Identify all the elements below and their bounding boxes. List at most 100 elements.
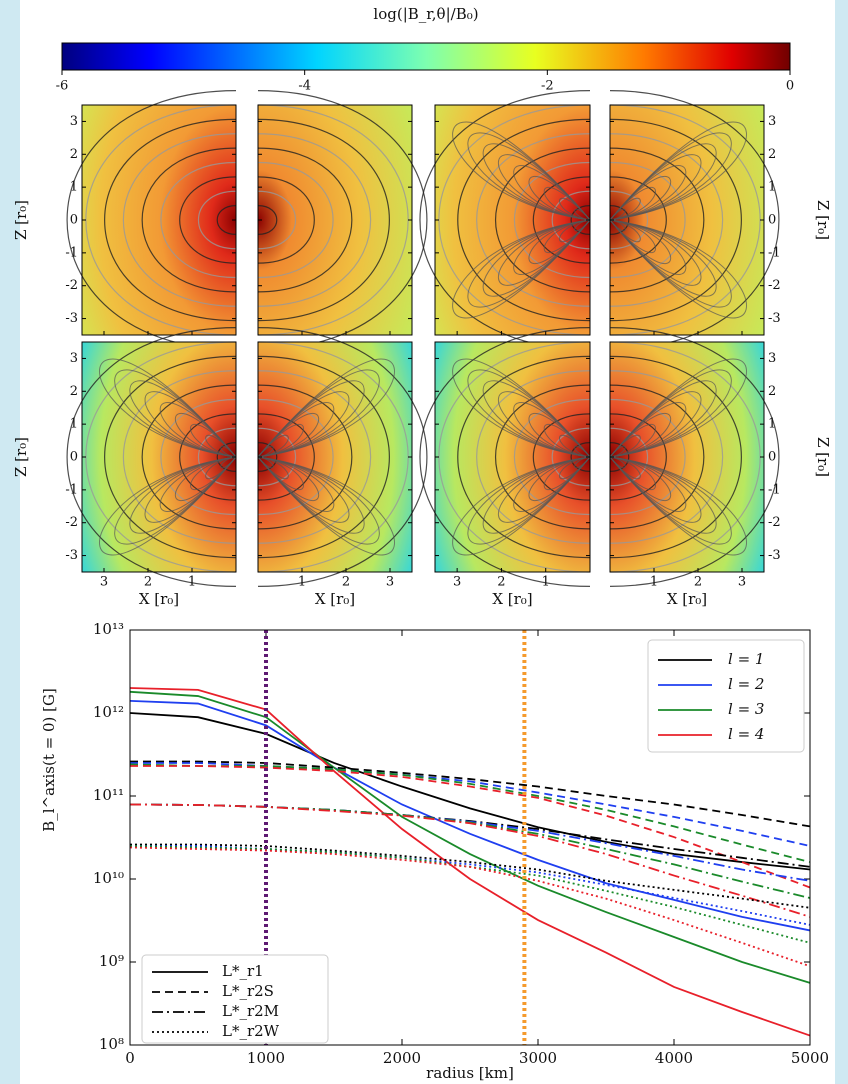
legend-label: l = 2 [728,675,764,693]
field-line [257,118,390,322]
field-line [257,456,395,556]
field-line [532,413,591,501]
field-line [257,133,372,307]
field-panel [66,327,237,587]
y-tick-label: 10⁹ [99,952,124,970]
z-tick-label: -1 [768,245,781,260]
field-line [205,456,237,480]
field-line [104,118,237,322]
field-line [452,219,591,319]
field-line [257,412,320,458]
field-line [609,186,656,221]
field-line [198,190,237,250]
field-line [257,402,335,458]
field-line [609,205,630,235]
field-line [497,219,591,286]
field-line [257,456,380,545]
field-line [160,398,237,516]
field-line [457,355,591,559]
field-line [609,456,687,512]
field-line [609,118,742,322]
field-line [609,219,687,275]
z-tick-label: 3 [70,114,78,129]
field-line [467,132,591,221]
field-line [257,147,353,293]
series-line [130,843,811,909]
field-line [257,391,350,458]
x-tick-label: 2000 [383,1049,421,1067]
z-tick-label: 3 [768,114,776,129]
field-line [570,205,591,235]
panel-z-label: Z [r₀] [12,437,30,477]
field-line [257,370,372,544]
field-line [609,380,717,458]
z-tick-label: 0 [768,213,776,228]
z-tick-label: 3 [768,351,776,366]
field-line [190,456,237,491]
field-line [99,456,237,556]
field-line [609,412,672,458]
field-line [216,442,237,472]
field-panel [257,327,428,587]
field-line [497,456,591,523]
field-line [528,219,591,265]
field-line [257,369,380,458]
panel-map [258,105,412,335]
field-line [609,133,724,307]
field-panel [66,90,237,350]
field-line [609,121,747,221]
field-line [513,402,591,458]
z-tick-label: 0 [70,450,78,465]
series-line [129,690,811,984]
field-line [532,176,591,264]
field-line [452,121,591,221]
style-legend [141,954,329,1044]
y-tick-label: 10¹² [93,703,124,721]
z-tick-label: -1 [65,245,78,260]
field-line [551,190,591,250]
field-line [494,147,591,293]
field-line [543,186,591,221]
field-line [609,219,656,254]
field-line [104,355,237,559]
field-line [528,412,591,458]
field-line [257,398,334,516]
field-line [257,358,395,458]
z-tick-label: -1 [65,482,78,497]
field-line [609,154,702,221]
series-line [130,765,811,889]
legend-label: l = 3 [728,700,764,718]
field-line [609,219,672,265]
z-tick-label: -3 [65,311,78,326]
series-line [129,763,811,863]
field-line [609,355,742,559]
field-line [609,219,732,308]
field-line [609,147,705,293]
field-line [482,380,591,458]
field-line [257,456,350,523]
field-line [609,369,732,458]
panel-x-label: X [r₀] [139,590,179,608]
field-line [476,370,591,544]
z-tick-label: 2 [768,384,776,399]
y-tick-label: 10⁸ [99,1035,124,1053]
field-line [609,219,747,319]
field-line [609,219,702,286]
x-tick-label: 1 [298,575,306,590]
field-line [609,427,648,487]
colorbar-tick-label: -4 [298,79,311,94]
field-line [528,175,591,221]
z-tick-label: 2 [70,384,78,399]
z-tick-label: 1 [768,417,776,432]
field-line [257,413,315,501]
field-line [558,434,591,458]
field-line [558,219,591,243]
field-line [609,370,724,544]
series-line [130,762,811,847]
x-tick-label: 3 [453,575,461,590]
x-tick-label: 3 [100,575,108,590]
legend-label: L*_r2S [222,982,274,1000]
field-line [257,442,278,472]
field-line [609,161,686,279]
